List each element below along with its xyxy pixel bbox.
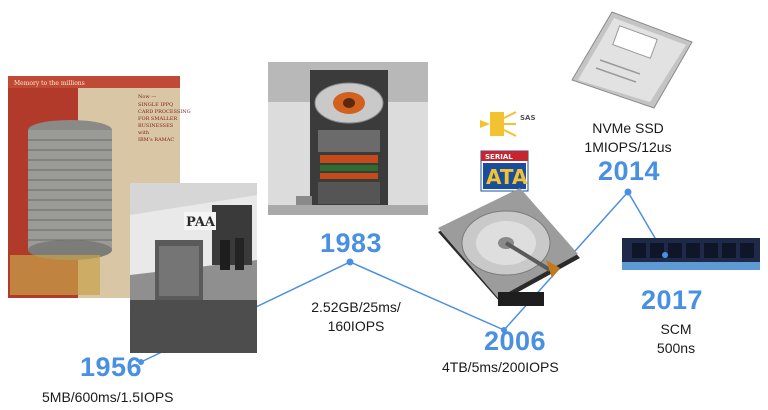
spec-2017: SCM 500ns bbox=[646, 320, 706, 358]
spec-2014: NVMe SSD 1MIOPS/12us bbox=[572, 119, 684, 157]
spec-2017-line1: SCM bbox=[660, 321, 692, 337]
year-1983: 1983 bbox=[320, 228, 383, 258]
node-1956 bbox=[138, 359, 144, 365]
scm-dimm-image bbox=[622, 238, 760, 270]
airplane-paa-text: PAA bbox=[186, 215, 216, 230]
ibm-3380-image bbox=[268, 62, 428, 215]
sata-logo: SERIAL ATA bbox=[480, 150, 529, 192]
year-2014: 2014 bbox=[598, 156, 661, 186]
node-1983 bbox=[346, 258, 354, 266]
hard-drive-image bbox=[438, 188, 580, 306]
spec-1956: 5MB/600ms/1.5IOPS bbox=[42, 389, 174, 405]
node-2014 bbox=[624, 188, 632, 196]
year-2017: 2017 bbox=[641, 285, 704, 315]
node-2017 bbox=[662, 252, 668, 258]
ramac-airplane-image: PAA bbox=[130, 183, 257, 353]
svg-text:FOR SMALLER: FOR SMALLER bbox=[138, 116, 177, 122]
sata-logo-ata: ATA bbox=[486, 165, 528, 189]
ramac-ad-header: Memory to the millions bbox=[14, 80, 85, 87]
svg-text:IBM's RAMAC: IBM's RAMAC bbox=[138, 137, 174, 143]
year-1956: 1956 bbox=[80, 352, 143, 382]
sas-logo: SAS bbox=[480, 111, 536, 137]
ramac-ad-side-text: Now — SINGLE IPPQ CARD PROCESSING FOR SM… bbox=[138, 94, 191, 143]
node-2006 bbox=[501, 327, 507, 333]
svg-text:CARD PROCESSING: CARD PROCESSING bbox=[138, 109, 191, 115]
spec-2014-line2: 1MIOPS/12us bbox=[584, 139, 672, 155]
spec-2006: 4TB/5ms/200IOPS bbox=[442, 359, 559, 375]
svg-text:Now —: Now — bbox=[138, 94, 156, 100]
year-2006: 2006 bbox=[484, 326, 547, 356]
spec-2014-line1: NVMe SSD bbox=[592, 120, 664, 136]
sas-logo-text: SAS bbox=[520, 114, 536, 122]
svg-text:SINGLE IPPQ: SINGLE IPPQ bbox=[138, 102, 173, 108]
ramac-ad-image: Memory to the millions Now — SINGLE IPPQ… bbox=[8, 76, 191, 298]
nvme-ssd-image bbox=[571, 11, 693, 109]
spec-1983: 2.52GB/25ms/ 160IOPS bbox=[300, 298, 412, 336]
spec-1983-line1: 2.52GB/25ms/ bbox=[311, 299, 401, 315]
sata-logo-serial: SERIAL bbox=[485, 153, 513, 161]
svg-text:BUSINESSES: BUSINESSES bbox=[138, 123, 174, 129]
svg-text:with: with bbox=[138, 130, 150, 136]
spec-1983-line2: 160IOPS bbox=[327, 318, 385, 334]
spec-2017-line2: 500ns bbox=[656, 340, 696, 356]
